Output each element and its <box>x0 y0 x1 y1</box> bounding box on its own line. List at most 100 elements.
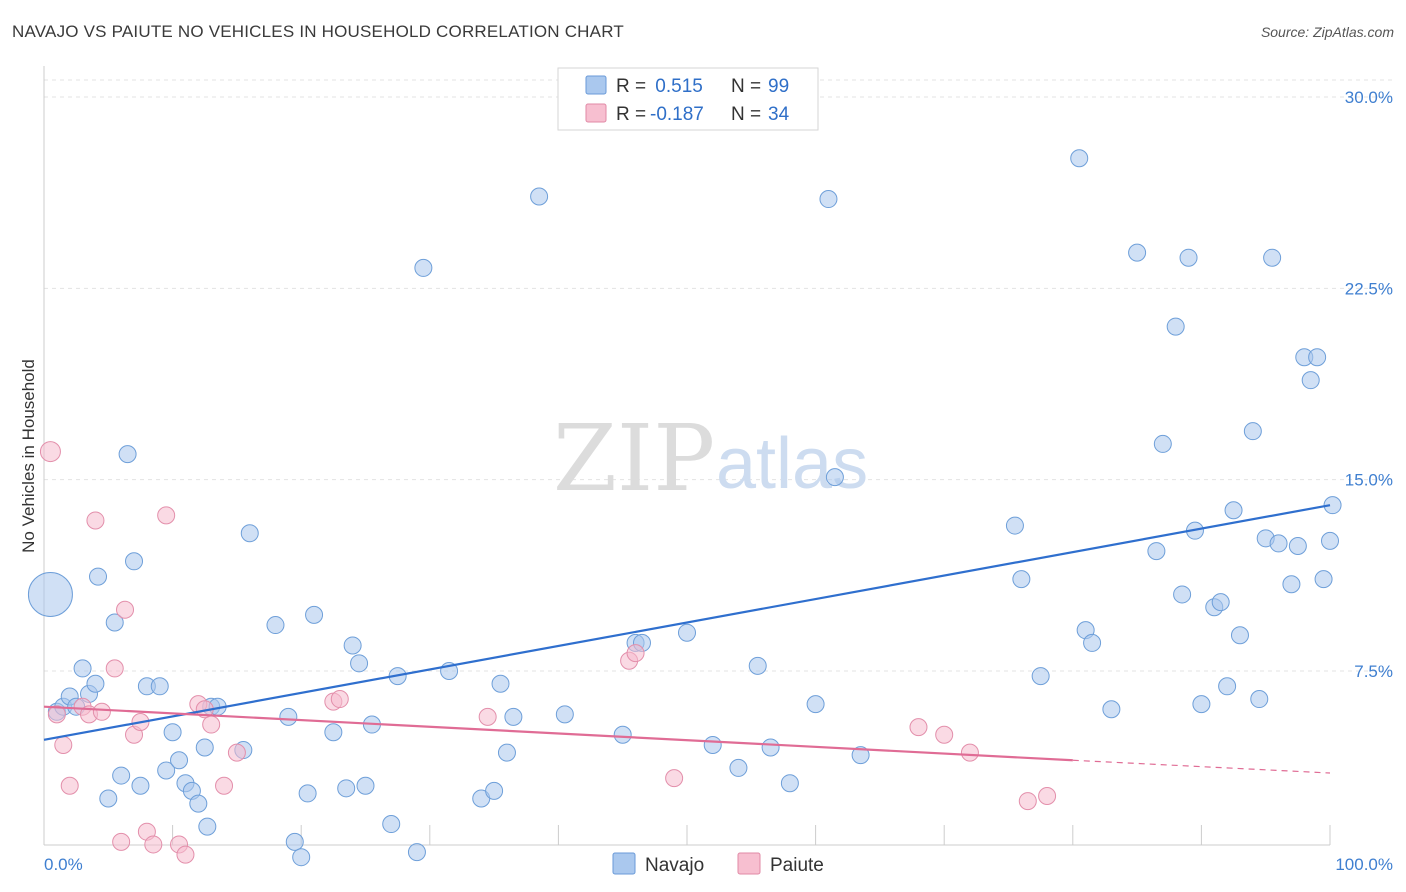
navajo-point <box>1192 695 1211 714</box>
navajo-point <box>170 751 189 770</box>
paiute-point <box>54 735 73 754</box>
navajo-point <box>337 779 356 798</box>
navajo-point <box>819 190 838 209</box>
paiute-point <box>909 718 928 737</box>
x-tick-label: 0.0% <box>44 855 83 874</box>
legend-navajo-swatch <box>612 852 636 875</box>
navajo-r-label: R = <box>616 76 646 97</box>
stats-legend: R = 0.515 N = 99 R = -0.187 N = 34 <box>557 67 819 131</box>
navajo-point <box>1153 434 1172 453</box>
legend-paiute-label: Paiute <box>770 855 824 876</box>
navajo-point <box>99 789 118 808</box>
navajo-point <box>1263 248 1282 267</box>
paiute-point <box>144 835 163 854</box>
navajo-point <box>382 815 401 834</box>
paiute-point <box>116 600 135 619</box>
navajo-point <box>825 468 844 487</box>
paiute-point <box>1018 792 1037 811</box>
navajo-point <box>504 707 523 726</box>
series-legend: Navajo Paiute <box>612 852 824 876</box>
navajo-point <box>530 187 549 206</box>
paiute-trend-extension <box>1072 759 1331 774</box>
navajo-point <box>1179 248 1198 267</box>
navajo-point <box>748 656 767 675</box>
navajo-point <box>240 524 259 543</box>
paiute-point <box>215 776 234 795</box>
navajo-point <box>497 743 516 762</box>
navajo-point <box>125 552 144 571</box>
navajo-point <box>305 605 324 624</box>
navajo-point <box>298 784 317 803</box>
navajo-point <box>780 774 799 793</box>
navajo-point <box>491 674 510 693</box>
watermark: ZIP atlas <box>553 405 868 512</box>
navajo-point <box>1243 422 1262 441</box>
paiute-point <box>39 441 61 463</box>
navajo-point <box>1282 575 1301 594</box>
navajo-point <box>27 571 73 617</box>
legend-paiute-swatch <box>737 852 761 875</box>
paiute-point <box>86 511 105 530</box>
navajo-point <box>343 636 362 655</box>
navajo-point <box>1166 317 1185 336</box>
navajo-n-label: N = <box>731 76 761 97</box>
navajo-point <box>350 654 369 673</box>
watermark-atlas: atlas <box>716 424 868 504</box>
navajo-point <box>266 616 285 635</box>
paiute-point <box>1038 786 1057 805</box>
paiute-point <box>47 705 66 724</box>
navajo-point <box>1218 677 1237 696</box>
navajo-r-value: 0.515 <box>650 76 703 97</box>
y-tick-label: 30.0% <box>1345 88 1393 107</box>
navajo-n-value: 99 <box>768 76 789 97</box>
paiute-point <box>157 506 176 525</box>
paiute-point <box>227 743 246 762</box>
navajo-point <box>279 707 298 726</box>
paiute-point <box>105 659 124 678</box>
navajo-point <box>806 695 825 714</box>
paiute-point <box>202 715 221 734</box>
navajo-point <box>1224 501 1243 520</box>
navajo-point <box>703 735 722 754</box>
navajo-point <box>1269 534 1288 553</box>
navajo-point <box>555 705 574 724</box>
navajo-point <box>131 776 150 795</box>
navajo-point <box>1005 516 1024 535</box>
paiute-r-label: R = <box>616 104 646 125</box>
navajo-point <box>1147 542 1166 561</box>
y-tick-label: 7.5% <box>1354 662 1393 681</box>
navajo-point <box>613 725 632 744</box>
paiute-point <box>478 707 497 726</box>
navajo-point <box>729 758 748 777</box>
tick-labels: 7.5% 15.0% 22.5% 30.0% 0.0% 100.0% <box>44 88 1393 874</box>
paiute-point <box>60 776 79 795</box>
paiute-point <box>330 690 349 709</box>
navajo-point <box>195 738 214 757</box>
navajo-point <box>189 794 208 813</box>
trend-lines <box>43 504 1331 774</box>
paiute-n-value: 34 <box>768 104 790 125</box>
paiute-n-label: N = <box>731 104 761 125</box>
navajo-point <box>157 761 176 780</box>
chart-title: NAVAJO VS PAIUTE NO VEHICLES IN HOUSEHOL… <box>12 22 624 41</box>
navajo-point <box>407 843 426 862</box>
navajo-point <box>485 781 504 800</box>
navajo-swatch <box>585 75 607 95</box>
navajo-point <box>112 766 131 785</box>
navajo-point <box>1070 149 1089 168</box>
navajo-point <box>1301 371 1320 390</box>
navajo-point <box>285 832 304 851</box>
navajo-point <box>1173 585 1192 604</box>
navajo-trend-line <box>43 504 1331 741</box>
navajo-point <box>1012 570 1031 589</box>
stats-legend-row-navajo: R = 0.515 N = 99 <box>585 75 789 97</box>
navajo-point <box>1031 667 1050 686</box>
y-axis-title: No Vehicles in Household <box>19 359 38 553</box>
navajo-point <box>1288 536 1307 555</box>
navajo-point <box>678 623 696 642</box>
paiute-swatch <box>585 103 607 123</box>
data-points <box>27 149 1342 867</box>
navajo-point <box>1321 531 1339 550</box>
grid-lines <box>44 79 1392 672</box>
x-tick-label: 100.0% <box>1335 855 1393 874</box>
